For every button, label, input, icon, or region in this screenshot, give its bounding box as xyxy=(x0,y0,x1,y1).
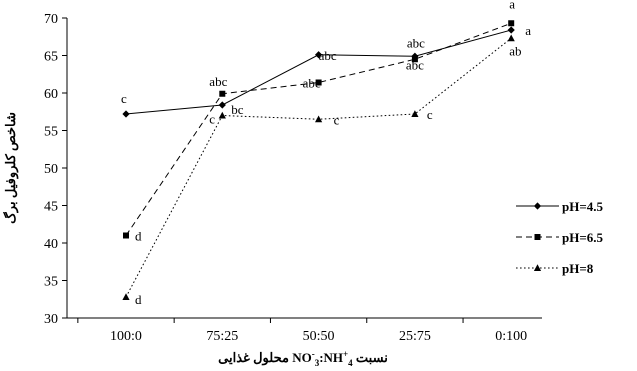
data-point xyxy=(315,51,323,59)
data-point xyxy=(411,110,419,117)
significance-letter: a xyxy=(525,23,531,38)
significance-letter: ab xyxy=(509,43,521,58)
x-tick-label: 100:0 xyxy=(110,329,142,344)
y-tick-label: 45 xyxy=(44,200,58,215)
y-tick-label: 70 xyxy=(44,12,58,27)
x-tick-label: 75:25 xyxy=(206,329,238,344)
significance-letter: bc xyxy=(231,102,244,117)
legend-item: pH=6.5 xyxy=(516,230,603,245)
significance-letter: abc xyxy=(319,48,337,63)
series-1 xyxy=(122,26,515,118)
data-point xyxy=(122,293,130,300)
data-point xyxy=(315,115,323,123)
data-point xyxy=(219,90,226,97)
x-tick-label: 0:100 xyxy=(495,329,527,344)
y-tick-label: 50 xyxy=(44,162,58,177)
significance-letter: abc xyxy=(303,76,321,91)
data-point xyxy=(218,111,226,119)
series-3 xyxy=(122,34,515,300)
data-point xyxy=(218,101,226,109)
legend-item: pH=4.5 xyxy=(516,199,603,214)
significance-letter: c xyxy=(121,91,127,106)
data-point xyxy=(122,110,130,118)
legend-label: pH=8 xyxy=(562,261,594,276)
y-tick-label: 35 xyxy=(44,275,58,290)
x-tick-label: 25:75 xyxy=(399,329,431,344)
data-point xyxy=(315,79,322,86)
y-tick-label: 30 xyxy=(44,312,58,327)
y-tick-label: 65 xyxy=(44,50,58,65)
significance-letter: c xyxy=(334,112,340,127)
data-point xyxy=(533,202,542,210)
significance-letter: d xyxy=(135,229,142,244)
y-tick-label: 55 xyxy=(44,125,58,140)
significance-letter: c xyxy=(209,112,215,127)
data-point xyxy=(507,26,515,34)
significance-letter: a xyxy=(509,0,515,11)
y-tick-label: 40 xyxy=(44,237,58,252)
series-2 xyxy=(123,20,515,239)
legend-label: pH=6.5 xyxy=(562,230,603,245)
legend-label: pH=4.5 xyxy=(562,199,603,214)
y-tick-label: 60 xyxy=(44,87,58,102)
data-point xyxy=(507,34,515,42)
data-point xyxy=(533,264,542,271)
x-tick-label: 50:50 xyxy=(303,329,335,344)
x-axis-label: نسبت NO-3:NH+4 محلول غذایی xyxy=(218,349,388,368)
chart-axes: 30 35 40 45 50 55 60 65 70 100:0 75:25 50:50 25:75 0:… xyxy=(44,12,542,344)
significance-letter: abc xyxy=(407,35,425,50)
chart-series xyxy=(122,20,515,300)
data-point xyxy=(534,234,541,240)
significance-letter: abc xyxy=(209,74,227,89)
data-point xyxy=(508,20,515,27)
data-point xyxy=(411,56,418,63)
legend: pH=4.5 pH=6.5 pH=8 xyxy=(516,199,603,276)
significance-letter: c xyxy=(427,107,433,122)
series-line xyxy=(125,29,512,115)
significance-letter: d xyxy=(135,292,142,307)
y-axis-label: شاخص کلروفیل برگ xyxy=(2,112,19,224)
significance-letter: abc xyxy=(406,57,424,72)
legend-item: pH=8 xyxy=(516,261,594,276)
series-line xyxy=(125,37,512,298)
series-line xyxy=(125,22,512,236)
data-point xyxy=(123,232,129,239)
